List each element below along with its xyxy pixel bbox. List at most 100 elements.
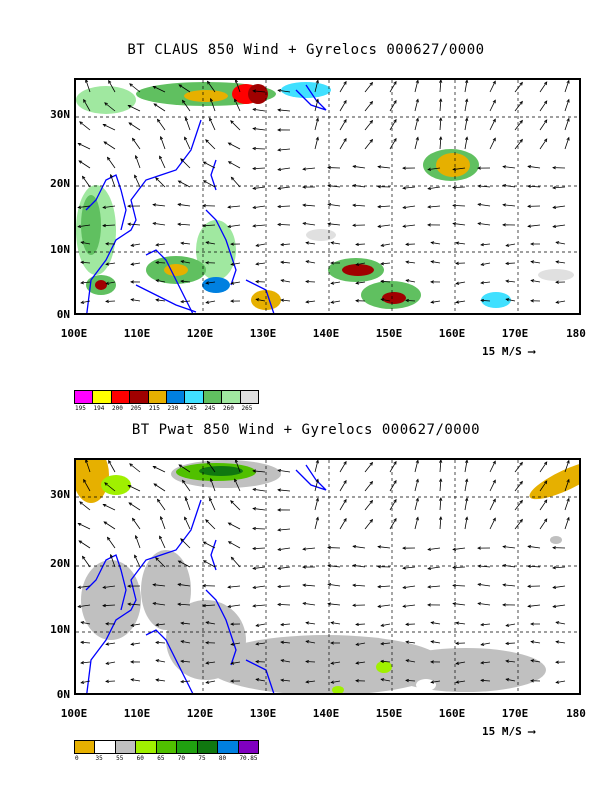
wind-arrow-head bbox=[555, 660, 559, 664]
wind-arrow-head bbox=[159, 135, 164, 140]
wind-arrow bbox=[131, 262, 141, 265]
wind-arrow-head bbox=[439, 117, 443, 121]
wind-arrow bbox=[456, 661, 466, 665]
wind-arrow-head bbox=[505, 659, 510, 663]
wind-arrow-head bbox=[127, 484, 132, 488]
colorbar-tick-label: 70 bbox=[177, 755, 185, 762]
colorbar-swatch bbox=[75, 741, 96, 753]
wind-arrow-head bbox=[315, 136, 319, 141]
colorbar-swatch bbox=[177, 741, 198, 753]
wind-arrow bbox=[389, 461, 397, 473]
wind-arrow bbox=[381, 623, 391, 627]
wind-arrow bbox=[506, 298, 516, 302]
wind-arrow-head bbox=[492, 517, 496, 522]
wind-arrow-head bbox=[530, 679, 534, 683]
wind-arrow-head bbox=[405, 622, 409, 626]
wind-arrow bbox=[303, 584, 316, 587]
wind-arrow-head bbox=[465, 98, 469, 103]
colorbar-tick-label: 75 bbox=[198, 755, 206, 762]
wind-arrow-head bbox=[343, 80, 347, 85]
wind-arrow-head bbox=[103, 521, 108, 525]
wind-arrow-head bbox=[343, 517, 347, 522]
wind-arrow bbox=[235, 80, 241, 93]
wind-arrow bbox=[78, 224, 91, 228]
wind-arrow bbox=[314, 479, 319, 492]
wind-arrow-head bbox=[377, 205, 381, 209]
wind-arrow-head bbox=[552, 585, 557, 589]
wind-arrow-head bbox=[415, 478, 419, 483]
wind-arrow-head bbox=[130, 623, 135, 627]
wind-arrow-head bbox=[530, 659, 535, 663]
wind-arrow-head bbox=[505, 678, 510, 682]
wind-arrow bbox=[453, 547, 466, 550]
wind-arrow bbox=[235, 460, 241, 473]
wind-arrow bbox=[203, 604, 216, 607]
wind-arrow bbox=[364, 500, 373, 511]
wind-arrow-head bbox=[230, 622, 234, 626]
wind-arrow bbox=[81, 241, 91, 245]
wind-arrow-head bbox=[209, 97, 214, 102]
wind-arrow bbox=[503, 166, 516, 169]
wind-arrow-head bbox=[155, 260, 159, 265]
wind-arrow bbox=[203, 541, 216, 549]
wind-arrow bbox=[539, 81, 548, 93]
wind-arrow bbox=[207, 461, 216, 473]
wind-arrow-head bbox=[81, 175, 86, 180]
wind-arrow bbox=[414, 80, 419, 93]
wind-arrow-head bbox=[452, 583, 456, 588]
wind-arrow bbox=[103, 504, 116, 511]
wind-arrow-head bbox=[330, 621, 335, 625]
wind-arrow bbox=[153, 483, 166, 492]
wind-arrow-head bbox=[480, 262, 485, 266]
wind-arrow bbox=[364, 481, 373, 492]
wind-arrow-head bbox=[102, 223, 106, 228]
wind-arrow bbox=[431, 622, 441, 625]
wind-arrow bbox=[439, 498, 442, 511]
wind-arrow-head bbox=[315, 478, 319, 483]
wind-arrow bbox=[110, 174, 116, 188]
wind-arrow bbox=[153, 86, 166, 93]
wind-arrow bbox=[252, 148, 266, 150]
wind-arrow-head bbox=[252, 487, 257, 492]
wind-arrow bbox=[231, 661, 241, 664]
wind-arrow-head bbox=[134, 534, 139, 539]
wind-arrow bbox=[78, 523, 91, 530]
wind-arrow-head bbox=[79, 501, 83, 505]
wind-arrow bbox=[564, 118, 570, 131]
colorbar-tick-label: 35 bbox=[95, 755, 103, 762]
wind-arrow-head bbox=[280, 242, 284, 247]
wind-arrow bbox=[528, 604, 541, 607]
wind-arrow bbox=[155, 177, 166, 188]
wind-arrow bbox=[306, 640, 316, 644]
wind-arrow bbox=[456, 680, 466, 683]
wind-arrow bbox=[414, 99, 419, 112]
wind-arrow bbox=[331, 622, 341, 625]
wind-arrow-head bbox=[452, 185, 456, 190]
colorbar-swatch bbox=[111, 391, 131, 403]
x-label-120e: 120E bbox=[186, 327, 214, 340]
wind-arrow bbox=[80, 641, 91, 644]
wind-arrow-head bbox=[85, 80, 89, 83]
wind-arrow bbox=[553, 585, 566, 589]
wind-arrow-head bbox=[415, 117, 419, 122]
wind-arrow bbox=[314, 517, 319, 530]
wind-arrow bbox=[514, 120, 523, 131]
wind-arrow-head bbox=[277, 128, 281, 132]
colorbar-tick-label: 260 bbox=[223, 405, 234, 412]
wind-arrow-head bbox=[555, 280, 559, 284]
wind-arrow bbox=[253, 224, 266, 227]
wind-arrow bbox=[564, 460, 570, 473]
wind-arrow bbox=[209, 118, 216, 131]
wind-arrow-head bbox=[280, 279, 285, 283]
wind-arrow-head bbox=[566, 117, 570, 122]
reference-vector-2: 15 M/S ⟶ bbox=[482, 725, 535, 738]
colorbar-tick-label: 65 bbox=[157, 755, 165, 762]
wind-arrow-head bbox=[505, 641, 509, 646]
wind-arrow bbox=[178, 203, 191, 207]
wind-arrow bbox=[178, 560, 191, 568]
wind-arrow bbox=[83, 99, 91, 112]
wind-arrow bbox=[439, 118, 442, 131]
wind-arrow bbox=[356, 642, 366, 646]
wind-arrow-head bbox=[552, 604, 557, 608]
wind-arrow bbox=[556, 641, 566, 644]
